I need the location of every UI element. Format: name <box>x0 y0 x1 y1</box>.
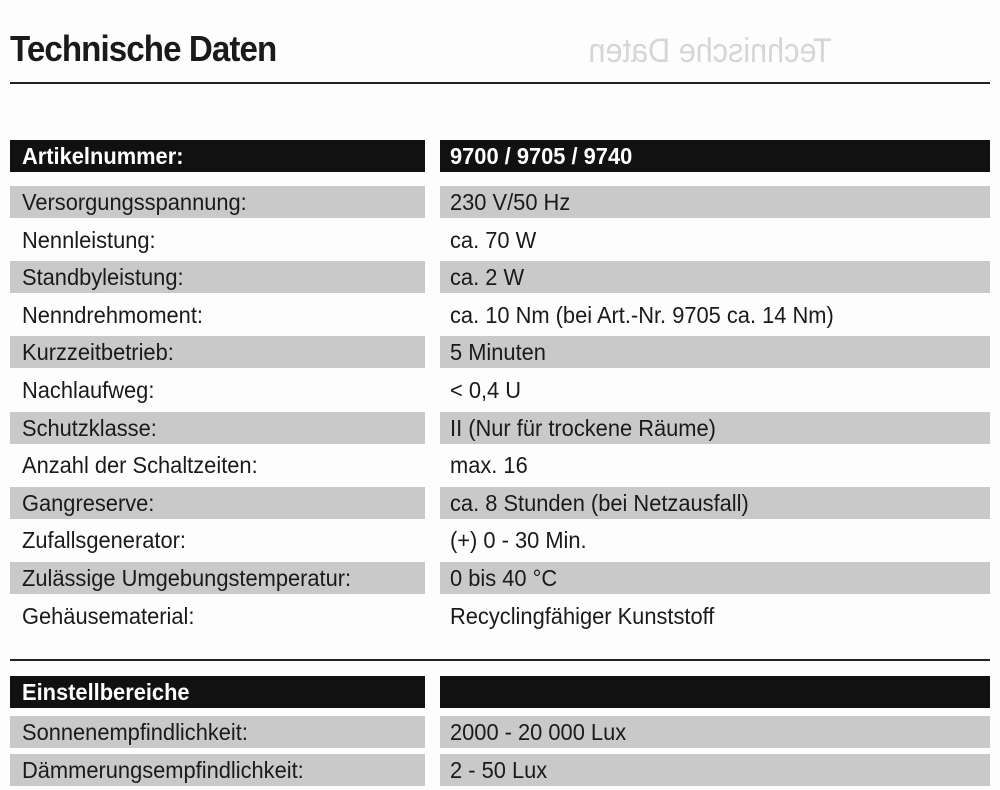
table-row: Standbyleistung: ca. 2 W <box>0 261 1000 294</box>
label-text: Gehäusematerial: <box>22 602 195 629</box>
table-header-label: Artikelnummer: <box>10 140 425 172</box>
table-row-label: Nachlaufweg: <box>10 374 425 406</box>
table-row-label: Dämmerungsempfindlichkeit: <box>10 754 425 786</box>
table-row-label: Nennleistung: <box>10 224 425 256</box>
table-row-value: ca. 70 W <box>440 224 990 256</box>
table-row-value: II (Nur für trockene Räume) <box>440 411 990 444</box>
table-row-label: Zulässige Umgebungstemperatur: <box>10 562 425 594</box>
table-row-value: < 0,4 U <box>440 374 990 406</box>
value-text: ca. 10 Nm (bei Art.-Nr. 9705 ca. 14 Nm) <box>450 301 834 328</box>
label-text: Zulässige Umgebungstemperatur: <box>22 565 352 591</box>
value-text: 9700 / 9705 / 9740 <box>450 143 633 169</box>
table-row: Dämmerungsempfindlichkeit: 2 - 50 Lux <box>0 754 1000 786</box>
title-divider <box>10 82 990 84</box>
value-text: 2000 - 20 000 Lux <box>450 719 627 745</box>
table-row-value: 2 - 50 Lux <box>440 754 990 786</box>
value-text: II (Nur für trockene Räume) <box>450 414 716 441</box>
label-text: Einstellbereiche <box>22 679 190 705</box>
table-row-label: Nenndrehmoment: <box>10 299 425 331</box>
table-row: Zulässige Umgebungstemperatur: 0 bis 40 °… <box>0 562 1000 594</box>
value-text: 2 - 50 Lux <box>450 757 548 783</box>
label-text: Gangreserve: <box>22 489 155 516</box>
value-text: ca. 8 Stunden (bei Netzausfall) <box>450 489 749 516</box>
table-row-label: Standbyleistung: <box>10 261 425 294</box>
table-header-label: Einstellbereiche <box>10 676 425 708</box>
value-text: Recyclingfähiger Kunststoff <box>450 602 715 629</box>
table-row-label: Anzahl der Schaltzeiten: <box>10 449 425 481</box>
value-text: 230 V/50 Hz <box>450 189 571 215</box>
table-header: Artikelnummer: 9700 / 9705 / 9740 <box>0 140 1000 172</box>
value-text: ca. 70 W <box>450 226 537 253</box>
table-row: Nennleistung: ca. 70 W <box>0 224 1000 256</box>
table-row-label: Gangreserve: <box>10 486 425 519</box>
table-row-value: max. 16 <box>440 449 990 481</box>
label-text: Zufallsgenerator: <box>22 527 186 554</box>
value-text: 0 bis 40 °C <box>450 565 558 591</box>
section-divider <box>10 659 990 661</box>
value-text: ca. 2 W <box>450 264 525 291</box>
label-text: Anzahl der Schaltzeiten: <box>22 452 258 479</box>
table-row-value: 5 Minuten <box>440 336 990 369</box>
table-row-value: Recyclingfähiger Kunststoff <box>440 600 990 632</box>
value-text: (+) 0 - 30 Min. <box>450 527 587 554</box>
table-row: Gehäusematerial: Recyclingfähiger Kunstst… <box>0 600 1000 632</box>
table-row-value: (+) 0 - 30 Min. <box>440 524 990 556</box>
table-row-label: Schutzklasse: <box>10 411 425 444</box>
value-text: 5 Minuten <box>450 339 546 366</box>
value-text: < 0,4 U <box>450 377 522 403</box>
table-header: Einstellbereiche <box>0 676 1000 708</box>
table-header-value <box>440 676 990 708</box>
label-text: Sonnenempfindlichkeit: <box>22 719 248 745</box>
label-text: Dämmerungsempfindlichkeit: <box>22 757 304 783</box>
label-text: Schutzklasse: <box>22 414 157 441</box>
table-row: Versorgungsspannung: 230 V/50 Hz <box>0 186 1000 218</box>
table-row: Nachlaufweg: < 0,4 U <box>0 374 1000 406</box>
label-text: Nennleistung: <box>22 226 156 253</box>
label-text: Nachlaufweg: <box>22 377 155 403</box>
table-row-value: 0 bis 40 °C <box>440 562 990 594</box>
table-row-label: Sonnenempfindlichkeit: <box>10 716 425 748</box>
table-row: Sonnenempfindlichkeit: 2000 - 20 000 Lux <box>0 716 1000 748</box>
table-row-value: ca. 2 W <box>440 261 990 294</box>
table-header-value: 9700 / 9705 / 9740 <box>440 140 990 172</box>
table-row: Nenndrehmoment: ca. 10 Nm (bei Art.-Nr. 9… <box>0 299 1000 331</box>
table-row-value: 2000 - 20 000 Lux <box>440 716 990 748</box>
page-title: Technische Daten <box>10 28 277 69</box>
label-text: Kurzzeitbetrieb: <box>22 339 174 366</box>
table-row: Zufallsgenerator: (+) 0 - 30 Min. <box>0 524 1000 556</box>
table-row-value: ca. 10 Nm (bei Art.-Nr. 9705 ca. 14 Nm) <box>440 299 990 331</box>
table-row: Anzahl der Schaltzeiten: max. 16 <box>0 449 1000 481</box>
label-text: Versorgungsspannung: <box>22 189 247 215</box>
table-row-label: Zufallsgenerator: <box>10 524 425 556</box>
table-row-label: Kurzzeitbetrieb: <box>10 336 425 369</box>
value-text: max. 16 <box>450 452 528 479</box>
table-row-value: ca. 8 Stunden (bei Netzausfall) <box>440 486 990 519</box>
label-text: Nenndrehmoment: <box>22 301 203 328</box>
label-text: Artikelnummer: <box>22 143 184 169</box>
table-row-label: Versorgungsspannung: <box>10 186 425 218</box>
label-text: Standbyleistung: <box>22 264 184 291</box>
table-row-label: Gehäusematerial: <box>10 600 425 632</box>
table-row: Gangreserve: ca. 8 Stunden (bei Netzausfa… <box>0 486 1000 519</box>
table-row: Schutzklasse: II (Nur für trockene Räume) <box>0 411 1000 444</box>
table-row: Kurzzeitbetrieb: 5 Minuten <box>0 336 1000 369</box>
table-row-value: 230 V/50 Hz <box>440 186 990 218</box>
bleed-through-title: Technische Daten <box>588 32 832 70</box>
